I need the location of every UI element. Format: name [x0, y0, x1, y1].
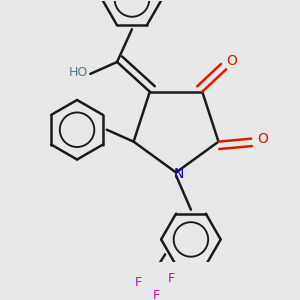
Text: F: F — [135, 276, 142, 289]
Text: O: O — [257, 132, 268, 146]
Text: F: F — [167, 272, 175, 285]
Text: O: O — [226, 54, 238, 68]
Text: N: N — [174, 167, 184, 181]
Text: HO: HO — [69, 66, 88, 79]
Text: F: F — [153, 290, 160, 300]
